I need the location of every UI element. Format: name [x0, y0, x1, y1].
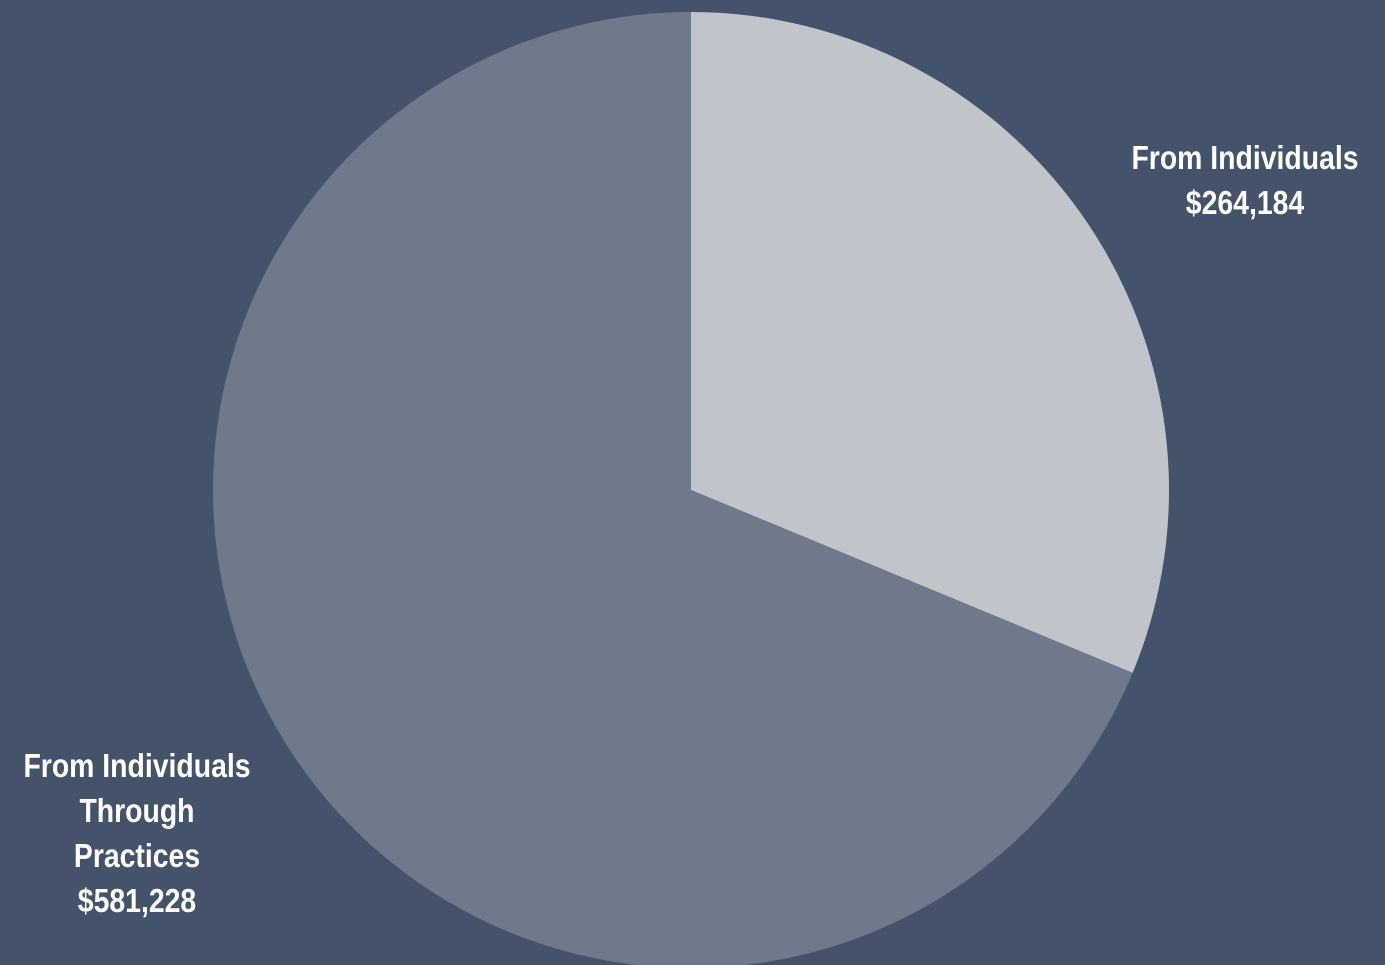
pie-slices	[213, 12, 1169, 965]
slice-name-line: Practices	[73, 837, 201, 874]
slice-label-practices: From Individuals Through Practices $581,…	[12, 743, 261, 923]
slice-value-label: $264,184	[1185, 184, 1305, 221]
slice-name-line: From Individuals	[23, 747, 251, 784]
slice-name-line: From Individuals	[1131, 139, 1359, 176]
slice-label-individuals: From Individuals $264,184	[1116, 135, 1374, 225]
slice-value-label: $581,228	[77, 882, 197, 919]
pie-slice-1	[213, 12, 1133, 965]
slice-name-line: Through	[79, 792, 195, 829]
pie-slice-0	[691, 12, 1169, 673]
